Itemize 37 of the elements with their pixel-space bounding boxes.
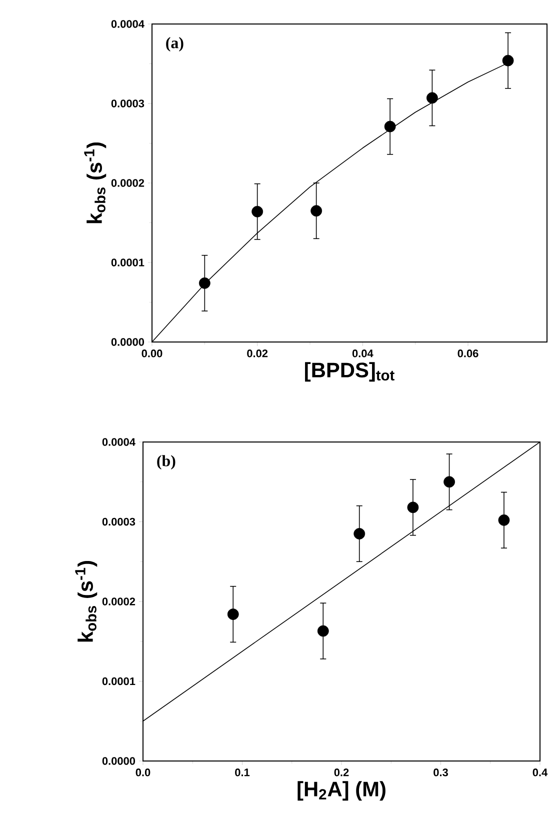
y-axis-title: k$_{obs}$ (s$^{-1}$) (84, 142, 106, 224)
x-tick-label: 0.1 (235, 768, 250, 776)
point (498, 514, 510, 526)
y-tick-label: 0.0004 (102, 438, 136, 446)
x-tick-label: 0.00 (142, 350, 162, 358)
point (407, 502, 419, 514)
y-tick-label: 0.0000 (111, 338, 144, 346)
y-tick-label: 0.0001 (102, 677, 136, 686)
x-tick-label: 0.06 (458, 350, 478, 358)
point (227, 608, 239, 620)
point (426, 92, 438, 104)
x-tick-label: 0.2 (334, 768, 349, 776)
x-tick-label: 0.02 (247, 350, 268, 358)
x-tick-label: 0.04 (352, 350, 374, 358)
x-axis-title: [H$_{2}$A] (M) (298, 781, 386, 801)
x-tick-label: 0.3 (434, 768, 448, 776)
x-axis-title: [BPDS]$_{tot}$ (305, 362, 394, 382)
point (444, 476, 455, 488)
point (310, 205, 322, 217)
y-tick-label: 0.0003 (111, 100, 144, 108)
annotation: (b) (157, 455, 176, 470)
point (502, 54, 514, 66)
point (354, 528, 366, 540)
point (317, 625, 329, 637)
x-tick-label: 0.4 (532, 768, 548, 776)
y-tick-label: 0.0002 (111, 179, 144, 187)
annotation: (a) (166, 37, 184, 52)
point (252, 206, 264, 218)
point (198, 277, 210, 289)
x-tick-label: 0.0 (136, 768, 150, 776)
y-tick-label: 0.0004 (111, 20, 144, 28)
y-tick-label: 0.0002 (102, 598, 136, 606)
y-axis-title: k$_{obs}$ (s$^{-1}$) (75, 561, 98, 642)
y-tick-label: 0.0003 (102, 518, 136, 526)
y-tick-label: 0.0001 (111, 258, 144, 266)
point (384, 120, 396, 132)
y-tick-label: 0.0000 (102, 757, 136, 765)
